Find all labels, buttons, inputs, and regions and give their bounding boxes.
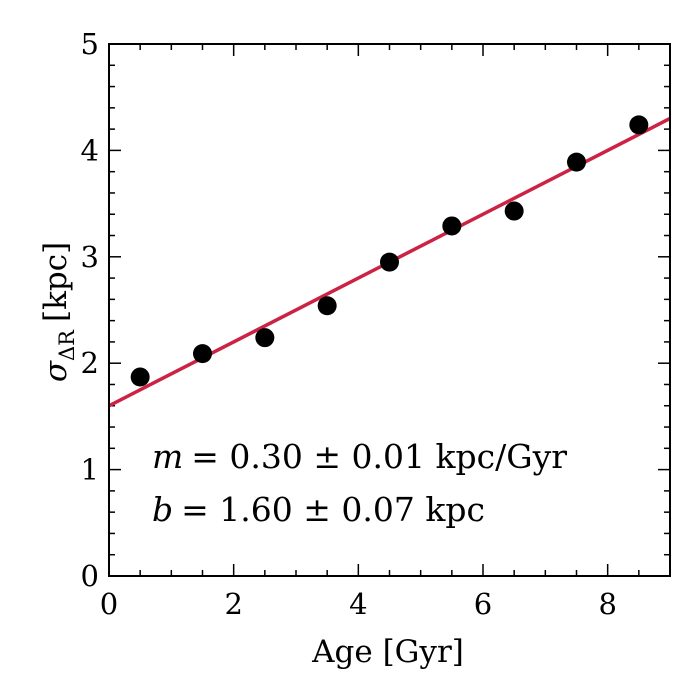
y-tick-label: 3 (81, 240, 99, 274)
x-axis-label: Age [Gyr] (311, 634, 464, 670)
x-tick-label: 8 (598, 587, 616, 621)
x-tick-label: 6 (474, 587, 492, 621)
x-tick-label: 2 (224, 587, 242, 621)
data-points (130, 115, 649, 387)
data-point (130, 367, 150, 387)
annotation-intercept: b = 1.60 ± 0.07 kpc (152, 490, 485, 529)
y-axis-label-unit: [kpc] (38, 242, 74, 322)
annotation-slope-var: m (152, 437, 183, 476)
y-tick-label: 1 (81, 453, 99, 487)
y-tick-label: 4 (81, 133, 99, 167)
y-tick-label: 5 (81, 27, 99, 61)
annotation-slope-text: = 0.30 ± 0.01 kpc/Gyr (191, 437, 567, 476)
y-tick-label: 0 (81, 559, 99, 593)
x-tick-label: 0 (100, 587, 118, 621)
y-axis-label-subscript: ΔR (55, 329, 79, 361)
data-point (317, 296, 337, 316)
data-point (442, 216, 462, 236)
y-axis-label-symbol: σ (38, 360, 74, 382)
plot-frame (108, 43, 671, 577)
data-point (193, 344, 212, 364)
data-point (255, 328, 275, 348)
x-tick-label: 4 (349, 587, 367, 621)
y-tick-label: 2 (81, 346, 99, 380)
tick-labels: 0 2 4 6 8 0 1 2 3 4 5 (81, 27, 617, 621)
data-point (504, 201, 524, 221)
data-point (629, 115, 649, 135)
annotation-intercept-text: = 1.60 ± 0.07 kpc (181, 490, 485, 529)
data-point (380, 252, 399, 272)
annotation-slope: m = 0.30 ± 0.01 kpc/Gyr (152, 437, 567, 476)
data-point (567, 152, 586, 172)
annotation-intercept-var: b (152, 490, 173, 529)
y-axis-label: σΔR [kpc] (38, 242, 79, 382)
